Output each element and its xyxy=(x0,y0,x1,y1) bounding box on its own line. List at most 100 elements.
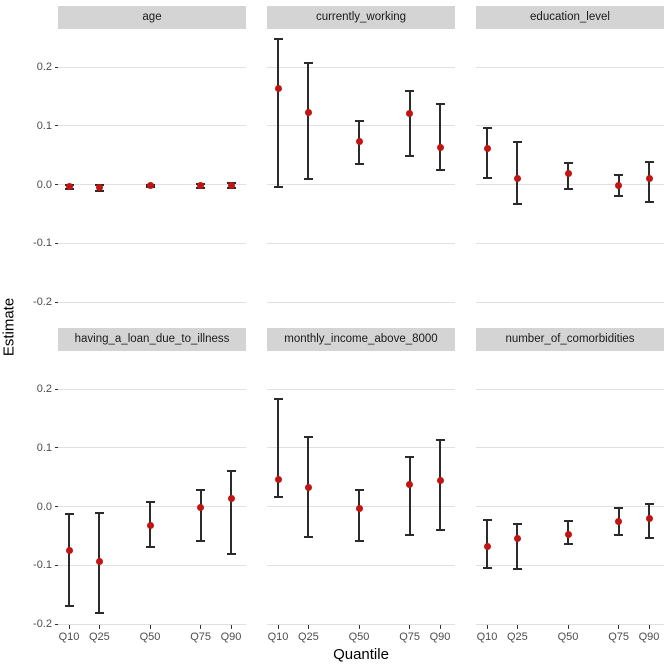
estimate-point xyxy=(197,504,205,512)
y-tick-label: -0.2 xyxy=(33,296,52,308)
error-bar xyxy=(408,457,411,535)
error-bar-cap-bottom xyxy=(563,543,573,546)
x-tick-mark xyxy=(149,625,151,629)
error-bar-cap-top xyxy=(563,161,573,164)
error-bar-cap-top xyxy=(482,126,492,129)
estimate-point xyxy=(483,145,491,153)
y-tick-mark xyxy=(55,301,59,303)
x-tick-label: Q25 xyxy=(506,631,528,643)
facet-panel xyxy=(476,351,664,625)
gridline xyxy=(476,301,664,303)
y-tick-label: 0.1 xyxy=(36,441,52,454)
error-bar-cap-bottom xyxy=(196,540,206,543)
facet-panel xyxy=(476,29,664,303)
error-bar-cap-bottom xyxy=(303,536,313,539)
estimate-point xyxy=(436,144,444,152)
error-bar-cap-bottom xyxy=(303,177,313,180)
gridline xyxy=(267,301,455,303)
error-bar-cap-top xyxy=(303,62,313,65)
x-tick-label: Q25 xyxy=(88,631,110,643)
error-bar-cap-bottom xyxy=(563,188,573,191)
facet-panel xyxy=(267,29,455,303)
x-tick-label: Q10 xyxy=(476,631,498,643)
y-axis-title: Estimate xyxy=(0,297,18,357)
y-tick-label: -0.1 xyxy=(33,237,52,250)
facet-strip: currently_working xyxy=(267,6,455,29)
estimate-point xyxy=(615,517,623,525)
gridline xyxy=(476,242,664,244)
estimate-point xyxy=(406,480,414,488)
error-bar-cap-bottom xyxy=(405,533,415,536)
error-bar xyxy=(199,490,202,542)
estimate-point xyxy=(483,543,491,550)
error-bar-cap-top xyxy=(273,397,283,400)
error-bar-cap-bottom xyxy=(644,536,654,539)
error-bar xyxy=(439,439,441,531)
error-bar-cap-top xyxy=(614,507,624,510)
gridline xyxy=(267,184,455,186)
error-bar xyxy=(358,489,360,542)
y-tick-mark xyxy=(55,623,59,625)
estimate-point xyxy=(645,174,653,182)
error-bar-cap-bottom xyxy=(482,176,492,179)
estimate-point xyxy=(304,484,312,492)
error-bar-cap-top xyxy=(644,161,654,164)
x-tick-mark xyxy=(567,625,569,629)
error-bar-cap-bottom xyxy=(354,540,364,543)
facet-strip-label: age xyxy=(142,10,162,23)
error-bar-cap-top xyxy=(405,456,415,459)
y-tick-label: 0.1 xyxy=(36,119,52,132)
y-tick-label: 0.2 xyxy=(36,383,52,396)
x-tick-mark xyxy=(618,625,620,629)
facet-panel xyxy=(58,29,246,303)
gridline xyxy=(267,242,455,244)
gridline xyxy=(58,242,246,244)
x-tick-label: Q90 xyxy=(638,631,660,643)
error-bar-cap-top xyxy=(303,436,313,439)
error-bar-cap-top xyxy=(196,489,206,492)
y-tick-label: 0.0 xyxy=(36,500,52,513)
error-bar xyxy=(408,90,411,156)
error-bar-cap-top xyxy=(644,503,654,506)
x-tick-label: Q90 xyxy=(220,631,242,643)
x-tick-mark xyxy=(648,625,650,629)
facet-panel xyxy=(267,351,455,625)
gridline xyxy=(267,564,455,566)
x-tick-label: Q50 xyxy=(139,631,161,643)
error-bar-cap-bottom xyxy=(226,553,236,556)
x-tick-label: Q50 xyxy=(557,631,579,643)
error-bar xyxy=(439,103,441,170)
estimate-point xyxy=(95,557,103,565)
x-tick-mark xyxy=(230,625,232,629)
x-tick-mark xyxy=(68,625,70,629)
gridline xyxy=(58,301,246,303)
gridline xyxy=(58,66,246,68)
y-tick-label: 0.0 xyxy=(36,178,52,191)
x-tick-mark xyxy=(358,625,360,629)
y-tick-label: 0.2 xyxy=(36,61,52,74)
gridline xyxy=(58,506,246,508)
y-tick-label: -0.2 xyxy=(33,618,52,630)
gridline xyxy=(267,66,455,68)
x-axis-title: Quantile xyxy=(333,646,389,663)
error-bar-cap-top xyxy=(614,173,624,176)
error-bar-cap-top xyxy=(435,438,445,441)
estimate-point xyxy=(564,169,572,177)
estimate-point xyxy=(95,184,103,192)
facet-strip: number_of_comorbidities xyxy=(476,328,664,351)
error-bar-cap-bottom xyxy=(614,534,624,537)
gridline xyxy=(267,447,455,449)
x-tick-mark xyxy=(307,625,309,629)
x-tick-label: Q90 xyxy=(429,631,451,643)
estimate-point xyxy=(513,534,521,542)
x-tick-mark xyxy=(439,625,441,629)
estimate-point xyxy=(65,182,73,190)
gridline xyxy=(476,66,664,68)
error-bar-cap-bottom xyxy=(273,495,283,498)
error-bar-cap-bottom xyxy=(482,567,492,570)
estimate-point xyxy=(274,85,282,93)
estimate-point xyxy=(406,110,414,118)
error-bar-cap-bottom xyxy=(435,529,445,532)
error-bar-cap-top xyxy=(64,513,74,516)
y-tick-mark xyxy=(55,184,59,186)
